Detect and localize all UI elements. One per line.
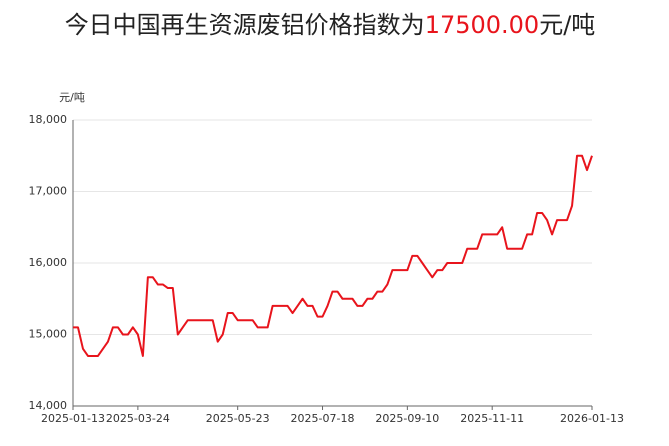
x-tick-label: 2025-03-24: [106, 412, 170, 425]
title-prefix: 今日中国再生资源废铝价格指数为: [65, 11, 425, 39]
y-tick-label: 18,000: [29, 113, 68, 126]
chart-title: 今日中国再生资源废铝价格指数为17500.00元/吨: [65, 11, 596, 39]
title-suffix: 元/吨: [539, 11, 595, 39]
x-tick-label: 2025-01-13: [41, 412, 105, 425]
x-tick-label: 2025-07-18: [291, 412, 355, 425]
y-tick-label: 15,000: [29, 328, 68, 341]
y-unit: 元/吨: [59, 91, 85, 104]
x-tick-label: 2025-11-11: [460, 412, 524, 425]
x-tick-label: 2026-01-13: [560, 412, 624, 425]
y-tick-label: 14,000: [29, 399, 68, 412]
title-value: 17500.00: [425, 11, 540, 39]
y-tick-label: 17,000: [29, 185, 68, 198]
line-series: [73, 154, 593, 357]
y-tick-label: 16,000: [29, 256, 68, 269]
x-tick-label: 2025-09-10: [375, 412, 439, 425]
x-tick-label: 2025-05-23: [206, 412, 270, 425]
